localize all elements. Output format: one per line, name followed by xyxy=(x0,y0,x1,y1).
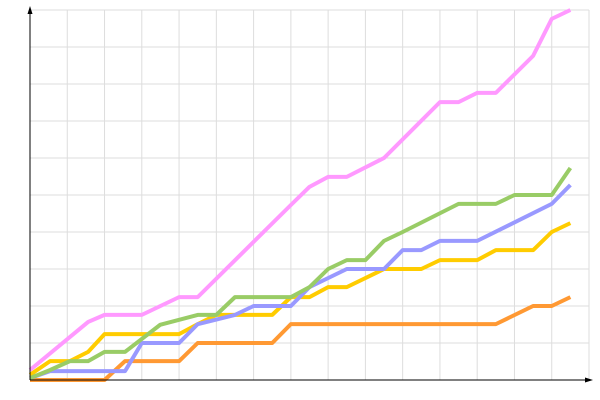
series-line xyxy=(28,221,572,377)
series-line xyxy=(29,166,573,381)
series-line xyxy=(29,183,572,381)
series-line xyxy=(28,8,572,372)
x-axis-arrow xyxy=(585,377,593,383)
series-line xyxy=(30,295,572,382)
y-axis-arrow xyxy=(27,6,33,14)
lines xyxy=(28,8,573,382)
